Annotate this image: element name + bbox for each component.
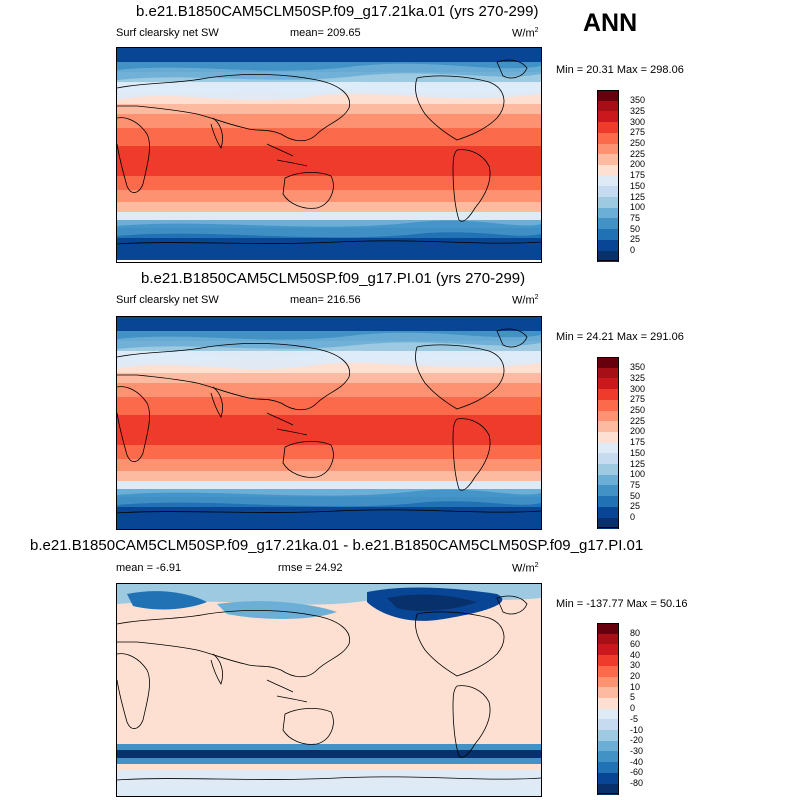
colorbar-tick-label: 50 xyxy=(630,490,641,501)
panel3-rmse-label: rmse = 24.92 xyxy=(278,562,343,574)
colorbar-tick-label: 175 xyxy=(630,170,646,181)
colorbar-tick-label: -80 xyxy=(630,778,644,788)
panel1-unit-label: W/m2 xyxy=(512,27,539,40)
map-field xyxy=(117,317,541,529)
colorbar-tick-label: 250 xyxy=(630,405,646,415)
panel1-minmax-label: Min = 20.31 Max = 298.06 xyxy=(556,64,684,76)
map-field xyxy=(117,584,541,796)
colorbar-tick-label: 40 xyxy=(630,649,641,660)
panel2-unit-label: W/m2 xyxy=(512,294,539,307)
panel3-minmax-label: Min = -137.77 Max = 50.16 xyxy=(556,598,688,610)
colorbar-tick-label: 100 xyxy=(630,469,646,480)
colorbar-tick-label: -30 xyxy=(630,745,644,756)
colorbar-tick-label: 0 xyxy=(630,703,636,714)
colorbar-tick-label: 250 xyxy=(630,138,646,148)
colorbar-tick-label: 300 xyxy=(630,116,646,127)
panel1-title: b.e21.B1850CAM5CLM50SP.f09_g17.21ka.01 (… xyxy=(136,3,539,20)
map-field xyxy=(117,48,541,260)
colorbar-tick-label: 30 xyxy=(630,660,641,671)
colorbar-tick-label: 275 xyxy=(630,394,646,405)
colorbar-tick-label: 80 xyxy=(630,628,641,639)
colorbar-tick-label: -5 xyxy=(630,713,639,724)
colorbar-tick-label: 275 xyxy=(630,127,646,138)
colorbar-tick-label: 350 xyxy=(630,362,646,373)
colorbar-tick-label: 350 xyxy=(630,95,646,106)
colorbar-tick-label: 5 xyxy=(630,692,636,703)
colorbar-tick-label: 300 xyxy=(630,383,646,394)
colorbar-tick-label: 200 xyxy=(630,159,646,170)
season-label: ANN xyxy=(583,9,638,37)
panel3-map xyxy=(116,583,542,797)
colorbar-tick-label: 25 xyxy=(630,501,641,512)
panel3-unit-label: W/m2 xyxy=(512,562,539,575)
panel2-map xyxy=(116,316,542,530)
colorbar-tick-label: 125 xyxy=(630,458,646,469)
colorbar-tick-label: -20 xyxy=(630,735,644,746)
colorbar-tick-label: 20 xyxy=(630,671,641,681)
colorbar-tick-label: 125 xyxy=(630,191,646,202)
colorbar-tick-label: 150 xyxy=(630,447,646,458)
panel1-variable-label: Surf clearsky net SW xyxy=(116,27,219,39)
colorbar-tick-label: 225 xyxy=(630,148,646,159)
colorbar-tick-label: 175 xyxy=(630,437,646,448)
colorbar-tick-label: -10 xyxy=(630,724,644,735)
colorbar-tick-label: 75 xyxy=(630,212,641,223)
colorbar-tick-label: 75 xyxy=(630,479,641,490)
colorbar-tick-label: 60 xyxy=(630,638,641,649)
colorbar-tick-label: 50 xyxy=(630,223,641,234)
colorbar-frame xyxy=(597,90,619,262)
colorbar-frame xyxy=(597,623,619,795)
panel3-title: b.e21.B1850CAM5CLM50SP.f09_g17.21ka.01 -… xyxy=(30,537,644,554)
panel3-mean-label: mean = -6.91 xyxy=(116,562,182,574)
colorbar-tick-label: 150 xyxy=(630,180,646,191)
panel2-title: b.e21.B1850CAM5CLM50SP.f09_g17.PI.01 (yr… xyxy=(141,270,526,287)
panel2-minmax-label: Min = 24.21 Max = 291.06 xyxy=(556,331,684,343)
colorbar-tick-label: 200 xyxy=(630,426,646,437)
colorbar-tick-label: 100 xyxy=(630,202,646,213)
colorbar-tick-label: 0 xyxy=(630,245,636,255)
colorbar-tick-label: -40 xyxy=(630,756,644,767)
panel1-mean-label: mean= 209.65 xyxy=(290,27,361,39)
colorbar-tick-label: 25 xyxy=(630,234,641,245)
panel2-variable-label: Surf clearsky net SW xyxy=(116,294,219,306)
colorbar-tick-label: 10 xyxy=(630,681,641,692)
colorbar-tick-label: 225 xyxy=(630,415,646,426)
panel2-mean-label: mean= 216.56 xyxy=(290,294,361,306)
colorbar-tick-label: 0 xyxy=(630,512,636,522)
panel1-map xyxy=(116,47,542,263)
colorbar-tick-label: 325 xyxy=(630,372,646,383)
colorbar-tick-label: -60 xyxy=(630,767,644,778)
colorbar-tick-label: 325 xyxy=(630,105,646,116)
colorbar-frame xyxy=(597,357,619,529)
